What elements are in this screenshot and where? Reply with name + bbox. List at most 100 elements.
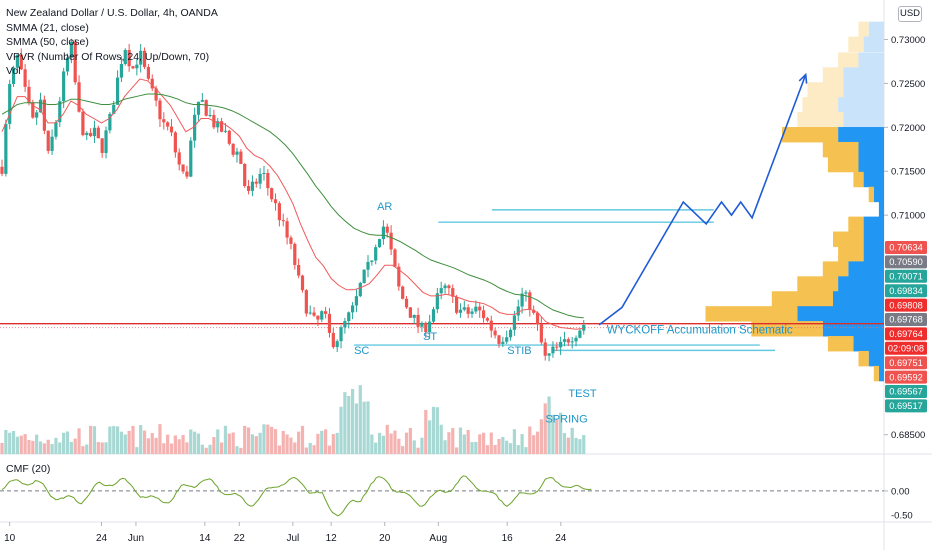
- candle-body: [166, 122, 170, 127]
- candle-body: [335, 341, 339, 348]
- candle-body: [277, 203, 281, 221]
- wyckoff-label: TEST: [568, 388, 596, 400]
- volume-bar: [508, 443, 513, 454]
- candle-body: [312, 312, 316, 316]
- candle-body: [146, 67, 150, 79]
- projection-arrowhead: [798, 72, 808, 84]
- volume-bar: [501, 437, 505, 454]
- indicator-vpvr[interactable]: VPVR (Number Of Rows, 24, Up/Down, 70): [6, 50, 210, 63]
- candle-body: [73, 41, 77, 83]
- volume-bar: [212, 437, 216, 454]
- candle-body: [300, 275, 305, 291]
- volume-bar: [85, 444, 89, 454]
- vp-bar-down: [822, 141, 859, 158]
- price-label-box: [885, 241, 927, 254]
- y-tick-label: 0.73000: [891, 35, 925, 46]
- wyckoff-label: ST: [423, 331, 437, 343]
- volume-bar: [389, 433, 393, 454]
- candle-body: [316, 315, 320, 320]
- candle-body: [566, 339, 570, 343]
- candle-body: [266, 172, 270, 189]
- price-label-text: 0.69768: [889, 315, 923, 325]
- volume-bar: [381, 435, 386, 454]
- volume-bar: [566, 437, 570, 454]
- candle-body: [555, 346, 559, 348]
- candle-body: [243, 163, 247, 187]
- price-label-box: [885, 284, 927, 298]
- vp-bar-down: [858, 350, 869, 367]
- price-label-text: 0.69517: [889, 401, 923, 411]
- volume-bar: [435, 407, 439, 454]
- vp-bar-up: [838, 97, 884, 113]
- candle-body: [327, 313, 332, 333]
- vp-bar-down: [827, 336, 854, 352]
- candle-body: [150, 78, 154, 89]
- candle-body: [8, 84, 12, 124]
- volume-bar: [139, 425, 143, 454]
- candle-body: [304, 290, 308, 314]
- price-label-text: 0.69808: [889, 300, 923, 310]
- volume-bar: [497, 438, 501, 454]
- vp-bar-down: [848, 216, 864, 233]
- vp-bar-down: [848, 36, 864, 52]
- vp-bar-down: [797, 112, 844, 128]
- volume-bar: [505, 440, 509, 454]
- volume-bar: [158, 424, 162, 454]
- volume-bars: [0, 385, 586, 454]
- volume-bar: [393, 430, 397, 454]
- candle-body: [15, 54, 20, 68]
- candle-body: [142, 50, 147, 68]
- currency-badge[interactable]: USD: [898, 6, 922, 22]
- volume-bar: [185, 442, 189, 454]
- volume-bar: [451, 428, 455, 454]
- volume-bar: [324, 429, 328, 454]
- candle-body: [127, 49, 131, 67]
- indicator-smma21[interactable]: SMMA (21, close): [6, 21, 89, 34]
- vp-bar-down: [827, 156, 859, 173]
- vp-bar-up: [878, 201, 884, 218]
- candle-body: [250, 181, 255, 191]
- volume-bar: [250, 434, 255, 454]
- indicator-smma50[interactable]: SMMA (50, close): [6, 36, 89, 49]
- symbol-title[interactable]: New Zealand Dollar / U.S. Dollar, 4h, OA…: [6, 7, 218, 19]
- volume-bar: [8, 432, 12, 454]
- candle-body: [23, 69, 27, 87]
- candle-body: [46, 130, 50, 151]
- volume-bar: [485, 445, 490, 454]
- candle-body: [193, 114, 197, 141]
- candle-body: [497, 335, 501, 344]
- volume-bar: [447, 432, 451, 454]
- price-label-box: [885, 298, 927, 312]
- candle-body: [443, 285, 447, 289]
- candle-body: [281, 220, 285, 222]
- candle-body: [35, 112, 39, 118]
- volume-bar: [370, 434, 374, 454]
- volume-bar: [331, 434, 335, 454]
- vp-bar-up: [863, 36, 884, 52]
- candle-body: [385, 226, 389, 233]
- vp-bar-up: [878, 365, 884, 382]
- candle-body: [559, 341, 563, 348]
- volume-bar: [196, 433, 201, 454]
- volume-bar: [401, 446, 405, 454]
- volume-bar: [539, 419, 543, 454]
- volume-bar: [266, 424, 270, 454]
- cmf-indicator-label[interactable]: CMF (20): [6, 463, 51, 475]
- volume-bar: [154, 437, 158, 454]
- candle-body: [135, 64, 139, 69]
- volume-bar: [312, 445, 316, 454]
- candle-body: [69, 41, 73, 58]
- indicator-volume[interactable]: Vol: [6, 65, 21, 78]
- smma50-line: [1, 93, 584, 319]
- cmf-line: [1, 475, 592, 517]
- volume-bar: [412, 440, 416, 454]
- vp-bar-down: [807, 82, 844, 98]
- candle-body: [89, 132, 93, 137]
- candle-body: [11, 67, 16, 85]
- candle-body: [489, 320, 493, 331]
- candle-body: [350, 305, 355, 313]
- volume-bar: [335, 432, 339, 454]
- candle-body: [308, 312, 312, 314]
